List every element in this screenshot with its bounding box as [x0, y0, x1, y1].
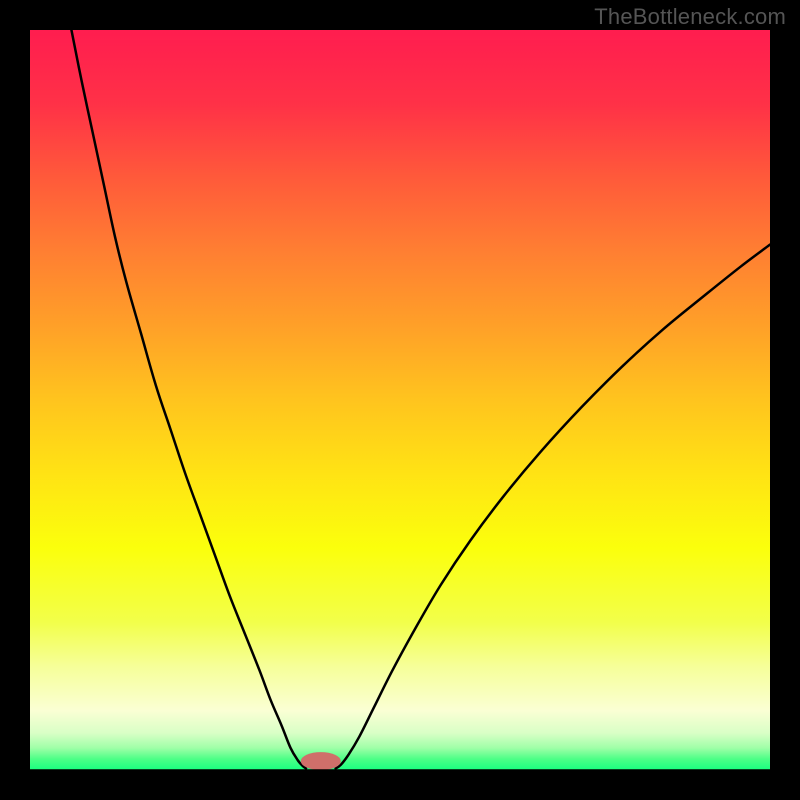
bottleneck-curve-chart — [0, 0, 800, 800]
bottom-marker — [301, 752, 341, 770]
watermark-text: TheBottleneck.com — [594, 4, 786, 30]
chart-container: TheBottleneck.com — [0, 0, 800, 800]
plot-background — [30, 30, 770, 770]
